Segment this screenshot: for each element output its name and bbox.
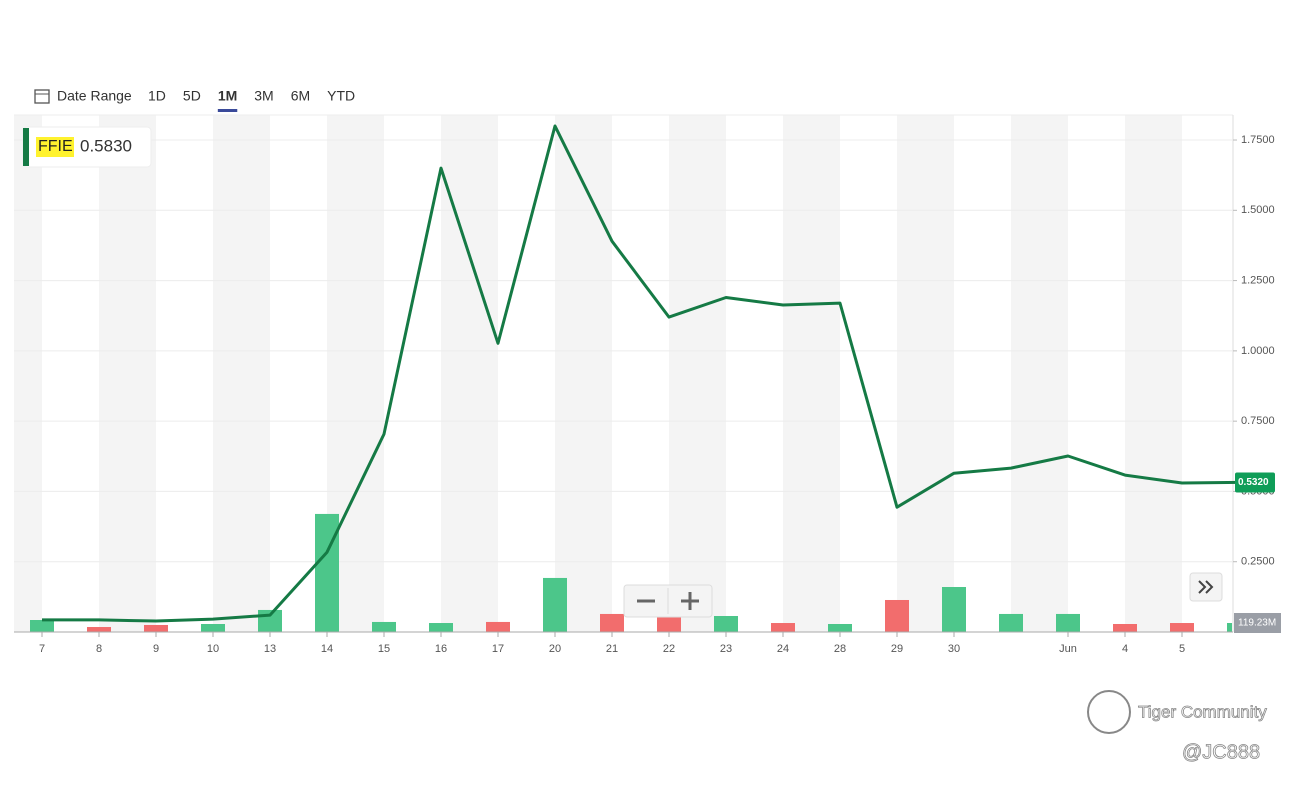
volume-bar: [1113, 623, 1137, 632]
current-volume-badge: [1234, 612, 1281, 633]
x-tick-label: 24: [777, 643, 789, 655]
volume-bar: [600, 613, 624, 632]
ticker-price: 0.5830: [80, 136, 132, 155]
x-tick-label: Jun: [1059, 643, 1077, 655]
x-tick-label: 13: [264, 643, 276, 655]
x-tick-label: 7: [39, 643, 45, 655]
volume-bar: [429, 623, 453, 632]
volume-bar: [1056, 613, 1080, 632]
layer: 0.25000.50000.75001.00001.25001.50001.75…: [14, 124, 1281, 655]
watermark-brand: Tiger Community: [1138, 702, 1267, 721]
x-tick-label: 4: [1122, 643, 1128, 655]
current-price-badge: [1235, 472, 1275, 493]
range-button[interactable]: 3M: [254, 88, 273, 104]
x-tick-label: 22: [663, 643, 675, 655]
calendar-icon: [34, 89, 50, 104]
volume-bar: [942, 587, 966, 632]
band: [14, 115, 42, 632]
x-tick-label: 21: [606, 643, 618, 655]
x-tick-label: 8: [96, 643, 102, 655]
x-tick-label: 28: [834, 643, 846, 655]
volume-bar: [1170, 623, 1194, 632]
active-underline: [217, 109, 238, 112]
band: [669, 115, 726, 632]
volume-bar: [87, 627, 111, 632]
range-button[interactable]: 1D: [148, 88, 166, 104]
band: [555, 115, 612, 632]
band: [213, 115, 270, 632]
volume-bar: [372, 621, 396, 632]
band: [1011, 115, 1068, 632]
watermark-logo: [1087, 690, 1131, 734]
band: [783, 115, 840, 632]
x-tick-label: 30: [948, 643, 960, 655]
range-button[interactable]: 1M: [218, 88, 237, 104]
x-tick-label: 20: [549, 643, 561, 655]
volume-bar: [1227, 622, 1232, 632]
volume-bar: [144, 624, 168, 632]
current-volume-label: 119.23M: [1238, 618, 1276, 629]
y-tick-label: 1.7500: [1241, 134, 1275, 146]
y-tick-label: 1.2500: [1241, 274, 1275, 286]
band: [1125, 115, 1182, 632]
highlight: [36, 137, 74, 157]
y-tick-label: 1.0000: [1241, 345, 1275, 357]
x-tick-label: 14: [321, 643, 333, 655]
range-button[interactable]: YTD: [327, 88, 355, 104]
volume-bar: [657, 616, 681, 632]
x-tick-label: 10: [207, 643, 219, 655]
volume-bar: [999, 613, 1023, 632]
range-button[interactable]: 5D: [183, 88, 201, 104]
x-tick-label: 29: [891, 643, 903, 655]
price-line: [42, 124, 1240, 623]
x-tick-label: 23: [720, 643, 732, 655]
x-tick-label: 9: [153, 643, 159, 655]
volume-bar: [771, 623, 795, 632]
volume-bar: [201, 623, 225, 632]
volume-bar: [30, 619, 54, 632]
zoom-in[interactable]: [681, 592, 699, 610]
range-button[interactable]: 6M: [291, 88, 310, 104]
date-range-button[interactable]: Date Range: [57, 88, 132, 104]
bands: [14, 114, 1234, 632]
y-tick-label: 0.2500: [1241, 556, 1275, 568]
volume-bar: [885, 599, 909, 632]
x-tick-label: 16: [435, 643, 447, 655]
toolbar: Date Range: [34, 88, 132, 104]
x-tick-label: 5: [1179, 643, 1185, 655]
y-tick-label: 0.7500: [1241, 415, 1275, 427]
current-price-label: 0.5320: [1238, 477, 1269, 488]
x-tick-label: 15: [378, 643, 390, 655]
watermark-handle: @JC888: [1182, 741, 1260, 763]
y-tick-label: 1.5000: [1241, 204, 1275, 216]
x-tick-label: 17: [492, 643, 504, 655]
band: [99, 115, 156, 632]
volume-bar: [828, 623, 852, 632]
ticker-symbol: FFIE: [38, 138, 73, 155]
volume-bar: [486, 621, 510, 632]
ticker-accent: [23, 128, 29, 166]
volume-bar: [714, 615, 738, 632]
band: [897, 115, 954, 632]
volume-bar: [543, 577, 567, 632]
chevron-icon: [1198, 580, 1214, 594]
